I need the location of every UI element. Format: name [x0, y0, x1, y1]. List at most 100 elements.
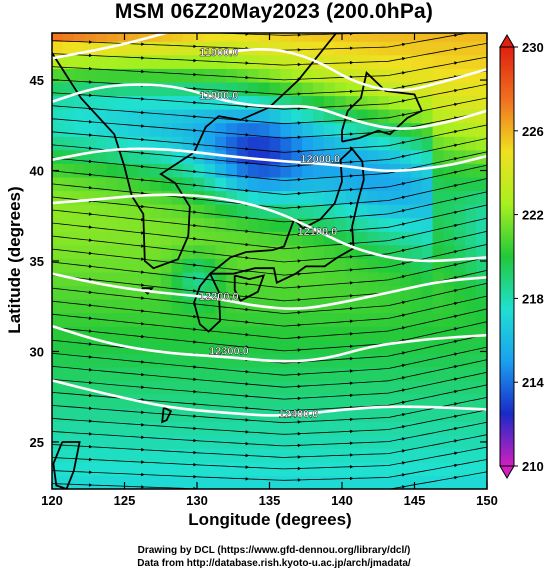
streamline	[52, 257, 487, 289]
field-cell	[389, 448, 401, 463]
field-cell	[62, 54, 75, 69]
field-cell	[454, 461, 466, 477]
field-cell	[269, 41, 281, 56]
field-cell	[171, 380, 184, 395]
field-cell	[204, 149, 216, 164]
streamline-arrow	[349, 281, 354, 285]
field-cell	[182, 136, 194, 151]
streamline-arrow	[88, 406, 93, 410]
streamline	[52, 191, 487, 223]
field-cell	[378, 244, 390, 259]
field-cell	[476, 258, 487, 273]
streamline-arrow	[193, 263, 197, 267]
colorbar-tick-label: 210	[522, 459, 544, 474]
field-cell	[258, 339, 271, 354]
field-cell	[128, 149, 140, 164]
field-cell	[117, 109, 129, 124]
field-cell	[269, 326, 281, 341]
streamline-arrow	[245, 175, 250, 179]
field-cell	[476, 326, 487, 341]
y-tick-label: 25	[30, 435, 44, 450]
streamline-arrow	[349, 441, 354, 445]
streamline-arrow	[141, 423, 145, 427]
field-cell	[476, 407, 487, 422]
field-cell	[106, 366, 118, 382]
field-cell	[465, 285, 477, 300]
field-cell	[334, 190, 347, 205]
field-cell	[389, 244, 401, 259]
field-cell	[128, 68, 140, 83]
streamline-arrow	[193, 450, 197, 455]
field-cell	[378, 33, 390, 42]
field-cell	[334, 353, 347, 368]
field-cell	[236, 176, 249, 192]
field-cell	[139, 190, 151, 205]
field-cell	[73, 81, 86, 97]
field-cell	[313, 380, 325, 395]
field-cell	[193, 448, 205, 463]
streamline-arrow	[297, 246, 302, 250]
field-cell	[149, 312, 162, 327]
field-cell	[443, 68, 455, 83]
field-cell	[247, 394, 260, 409]
field-cell	[291, 421, 303, 436]
field-cell	[465, 475, 477, 489]
field-cell	[269, 258, 281, 273]
field-cell	[465, 434, 477, 449]
streamline-arrow	[88, 264, 93, 268]
field-cell	[62, 353, 75, 368]
streamline-arrow	[141, 231, 145, 235]
field-cell	[389, 339, 401, 354]
field-cell	[356, 244, 368, 259]
field-cell	[378, 475, 390, 489]
field-cell	[73, 421, 86, 436]
field-cell	[313, 109, 325, 124]
field-cell	[258, 366, 271, 382]
field-cell	[465, 353, 477, 368]
field-cell	[193, 271, 205, 287]
field-cell	[52, 33, 64, 42]
streamline-arrow	[401, 57, 406, 61]
field-cell	[334, 475, 347, 489]
field-cell	[106, 339, 118, 354]
credit-data-source: Data from http://database.rish.kyoto-u.a…	[137, 558, 411, 569]
field-cell	[149, 448, 162, 463]
field-cell	[236, 312, 249, 327]
field-cell	[149, 366, 162, 382]
field-cell	[171, 258, 184, 273]
field-cell	[247, 176, 260, 192]
field-cell	[269, 339, 281, 354]
field-cell	[84, 380, 97, 395]
field-cell	[421, 217, 434, 232]
field-cell	[247, 475, 260, 489]
field-cell	[215, 299, 227, 314]
field-cell	[334, 122, 347, 137]
field-cell	[73, 407, 86, 422]
streamline-arrow	[401, 71, 406, 75]
streamline	[52, 56, 487, 81]
streamline	[52, 446, 487, 470]
field-cell	[313, 434, 325, 449]
field-cell	[139, 326, 151, 341]
streamline-arrow	[193, 474, 197, 479]
field-cell	[160, 434, 173, 449]
field-cell	[432, 366, 445, 382]
field-cell	[367, 68, 379, 83]
field-cell	[226, 81, 238, 97]
field-cell	[356, 448, 368, 463]
field-cell	[476, 380, 487, 395]
field-cell	[443, 81, 455, 97]
field-cell	[62, 163, 75, 178]
field-cell	[52, 271, 64, 287]
field-cell	[160, 339, 173, 354]
field-cell	[400, 366, 412, 382]
field-cell	[280, 339, 292, 354]
field-cell	[378, 204, 390, 219]
field-cell	[323, 339, 336, 354]
field-cell	[443, 54, 455, 69]
field-cell	[182, 434, 194, 449]
field-cell	[117, 461, 129, 477]
streamline	[52, 111, 487, 139]
streamline-arrow	[193, 276, 197, 280]
streamline-arrow	[401, 388, 406, 392]
